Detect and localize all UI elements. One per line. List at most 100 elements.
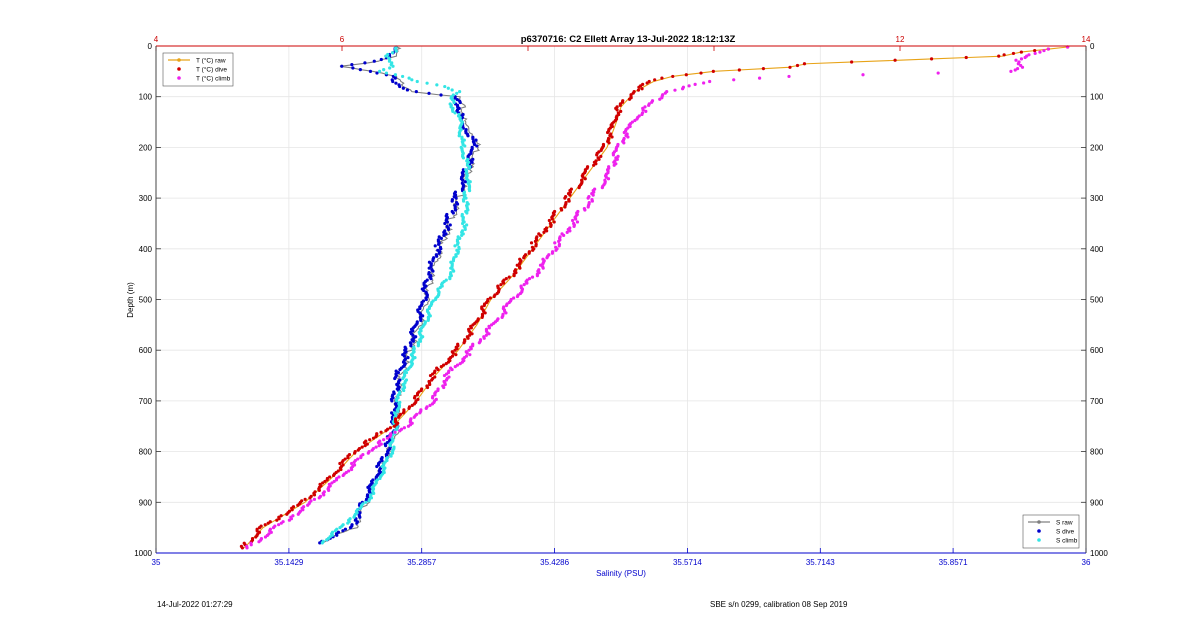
y-tick-label-right: 900: [1090, 498, 1104, 507]
series-t-climb-point: [590, 199, 594, 203]
y-tick-label-right: 600: [1090, 346, 1104, 355]
legend-temperature-label: T (°C) raw: [196, 57, 226, 65]
series-s-climb-point: [415, 79, 419, 84]
y-tick-label-right: 300: [1090, 194, 1104, 203]
series-t-climb-point: [374, 445, 378, 449]
series-t-climb-point: [572, 224, 576, 229]
legend-temperature-swatch-dot: [177, 58, 181, 62]
series-t-climb-point: [1015, 67, 1020, 71]
series-s-climb-point: [402, 388, 406, 393]
y-tick-label: 200: [139, 143, 153, 152]
top-tick-label: 6: [340, 35, 345, 44]
series-t-dive-point: [407, 406, 411, 410]
series-t-climb-point: [350, 461, 354, 466]
series-s-dive-point: [379, 57, 383, 62]
series-t-climb-point: [1019, 57, 1024, 61]
series-t-dive-point: [240, 546, 245, 550]
legend-temperature-label: T (°C) dive: [196, 66, 227, 74]
series-t-dive-point: [425, 385, 430, 390]
series-s-dive-point: [398, 84, 402, 89]
series-s-dive-point: [466, 134, 470, 138]
y-tick-label: 400: [139, 245, 153, 254]
series-s-climb-point: [394, 49, 398, 53]
series-t-climb-point: [356, 457, 360, 461]
series-s-dive-point: [431, 269, 435, 273]
series-t-dive-point: [353, 451, 357, 455]
series-s-dive-point: [363, 61, 367, 65]
series-t-climb-point: [687, 84, 691, 88]
series-t-climb-point: [615, 157, 619, 161]
series-t-dive-point: [599, 154, 603, 158]
series-s-climb-point: [458, 236, 462, 240]
series-s-climb-point: [451, 109, 455, 114]
series-t-dive-point: [451, 351, 455, 355]
series-t-dive-point: [303, 497, 307, 501]
legend-temperature-swatch-dot: [177, 76, 181, 80]
y-tick-label: 0: [148, 42, 153, 51]
series-t-climb-point: [611, 153, 615, 157]
series-t-climb-point: [257, 540, 261, 544]
series-s-dive-point: [439, 93, 443, 97]
series-s-climb-point: [396, 409, 400, 413]
series-t-dive-point: [397, 415, 401, 419]
y-tick-label-right: 700: [1090, 397, 1104, 406]
series-t-dive-point: [637, 85, 641, 89]
series-t-dive-point: [308, 496, 312, 500]
series-s-climb-point: [461, 221, 465, 226]
series-t-dive-point: [331, 473, 336, 478]
series-s-climb-point: [330, 533, 334, 537]
footer-calibration: SBE s/n 0299, calibration 08 Sep 2019: [710, 600, 848, 609]
series-t-climb-point: [586, 196, 590, 200]
series-s-dive-point: [405, 88, 410, 92]
series-t-climb-point: [327, 488, 331, 492]
series-s-dive-point: [461, 178, 465, 182]
series-t-dive-point: [466, 336, 470, 340]
series-s-climb-point: [367, 499, 371, 503]
series-s-dive-point: [453, 208, 458, 212]
series-s-dive-point: [429, 277, 433, 281]
series-s-climb-point: [451, 259, 456, 263]
series-s-dive-point: [433, 244, 437, 248]
series-s-climb-point: [458, 90, 462, 94]
series-t-climb-point: [489, 323, 494, 327]
series-t-climb-point: [583, 208, 587, 212]
series-t-dive-point: [549, 224, 553, 229]
series-s-climb: [320, 45, 472, 545]
series-t-dive-point: [339, 467, 343, 472]
legend-salinity-swatch-dot: [1037, 520, 1041, 524]
series-s-dive-point: [421, 314, 425, 318]
series-s-dive-point: [427, 91, 431, 95]
series-s-climb-point: [395, 399, 399, 403]
series-s-climb-point: [452, 100, 456, 105]
series-t-climb-point: [693, 82, 697, 86]
series-t-climb-point: [518, 291, 523, 296]
bottom-tick-label: 35.1429: [274, 558, 303, 567]
series-s-dive-point: [445, 220, 449, 224]
y-tick-label-right: 200: [1090, 143, 1104, 152]
series-s-dive-point: [455, 202, 460, 206]
series-t-climb-point: [787, 74, 791, 79]
series-t-dive-point: [454, 353, 458, 357]
series-t-dive-point: [850, 60, 854, 64]
bottom-tick-label: 35.5714: [673, 558, 702, 567]
series-t-dive-point: [627, 97, 632, 101]
series-t-climb-point: [626, 135, 630, 139]
series-t-climb-point: [366, 451, 370, 455]
series-t-climb-point: [1016, 62, 1020, 66]
series-t-dive-point: [502, 281, 506, 285]
series-s-climb-point: [453, 111, 457, 115]
series-t-dive-point: [410, 403, 414, 407]
series-t-climb-point: [402, 426, 406, 430]
series-t-dive-point: [482, 303, 486, 308]
series-t-climb-point: [442, 385, 446, 390]
series-s-dive-point: [358, 68, 362, 72]
series-t-dive-point: [368, 438, 372, 442]
series-s-climb-point: [388, 444, 392, 448]
series-t-climb-point: [377, 444, 381, 448]
series-s-dive-point: [394, 81, 398, 85]
series-t-climb-point: [565, 230, 569, 234]
series-t-dive-point: [563, 205, 567, 209]
series-t-dive-point: [512, 274, 516, 278]
series-t-dive-point: [737, 68, 741, 72]
series-t-climb-point: [317, 496, 321, 500]
